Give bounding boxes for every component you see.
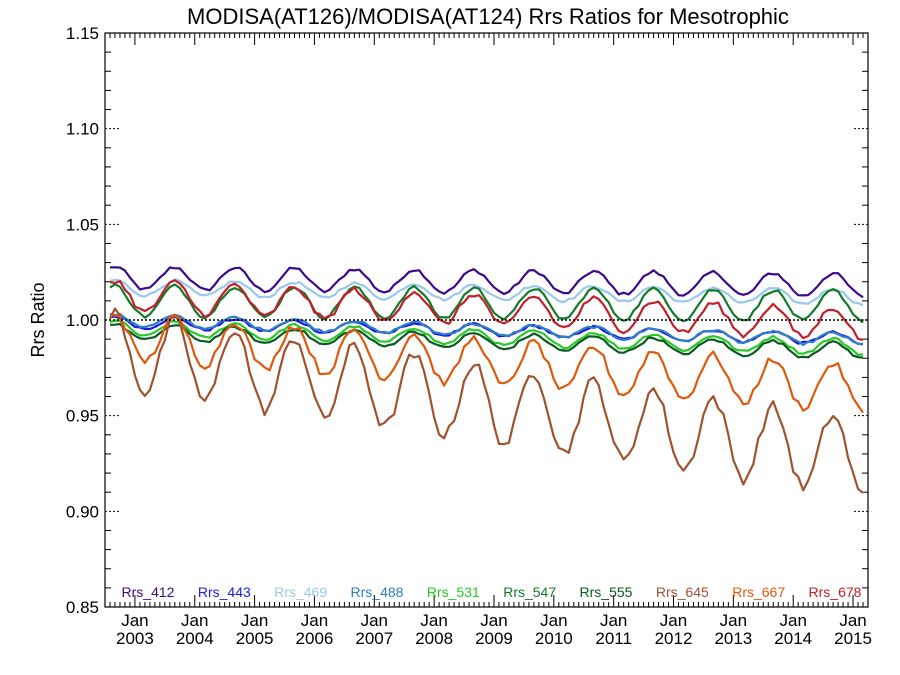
x-tick-month: Jan [181, 611, 208, 630]
x-tick-month: Jan [600, 611, 627, 630]
x-tick-year: 2012 [655, 629, 693, 648]
y-tick-label: 0.85 [66, 598, 99, 617]
series-line-rrs-678 [109, 279, 864, 341]
legend-item-rrs-678: Rrs_678 [809, 584, 862, 600]
x-tick-year: 2007 [355, 629, 393, 648]
x-tick-year: 2008 [415, 629, 453, 648]
series-line-rrs-547 [109, 283, 864, 324]
x-tick-month: Jan [720, 611, 747, 630]
series-line-rrs-469 [109, 278, 864, 307]
x-tick-month: Jan [540, 611, 567, 630]
x-axis: Jan2003Jan2004Jan2005Jan2006Jan2007Jan20… [109, 33, 872, 648]
x-tick-year: 2005 [236, 629, 274, 648]
legend-item-rrs-488: Rrs_488 [351, 584, 404, 600]
series-layer [109, 266, 864, 494]
x-tick-month: Jan [839, 611, 866, 630]
x-tick-month: Jan [361, 611, 388, 630]
y-tick-label: 1.05 [66, 215, 99, 234]
x-tick-month: Jan [121, 611, 148, 630]
series-line-rrs-645 [109, 307, 864, 494]
y-tick-label: 1.10 [66, 120, 99, 139]
legend-item-rrs-443: Rrs_443 [198, 584, 251, 600]
x-tick-month: Jan [420, 611, 447, 630]
series-line-rrs-667 [109, 314, 864, 414]
x-tick-month: Jan [241, 611, 268, 630]
y-tick-label: 0.95 [66, 407, 99, 426]
x-tick-month: Jan [301, 611, 328, 630]
legend-item-rrs-531: Rrs_531 [427, 584, 480, 600]
x-tick-month: Jan [480, 611, 507, 630]
series-line-rrs-555 [109, 322, 864, 359]
chart-title: MODISA(AT126)/MODISA(AT124) Rrs Ratios f… [187, 4, 789, 29]
x-tick-year: 2006 [296, 629, 334, 648]
legend-item-rrs-555: Rrs_555 [580, 584, 633, 600]
series-line-rrs-488 [109, 312, 864, 347]
legend-item-rrs-547: Rrs_547 [503, 584, 556, 600]
x-tick-year: 2003 [116, 629, 154, 648]
series-line-rrs-412 [109, 266, 864, 299]
x-tick-year: 2011 [595, 629, 632, 648]
x-tick-year: 2009 [475, 629, 513, 648]
x-tick-year: 2013 [714, 629, 752, 648]
x-tick-year: 2015 [834, 629, 872, 648]
y-tick-label: 0.90 [66, 502, 99, 521]
legend: Rrs_412 Rrs_443 Rrs_469 Rrs_488 Rrs_531 Rrs_5… [122, 584, 862, 600]
legend-item-rrs-469: Rrs_469 [274, 584, 327, 600]
x-tick-year: 2004 [176, 629, 214, 648]
x-tick-year: 2014 [774, 629, 812, 648]
y-tick-label: 1.00 [66, 311, 99, 330]
y-axis: 0.85 0.90 0.95 1.00 1.05 1.10 1.15 [66, 24, 868, 617]
x-tick-month: Jan [660, 611, 687, 630]
x-tick-year: 2010 [535, 629, 573, 648]
y-tick-label: 1.15 [66, 24, 99, 43]
legend-item-rrs-667: Rrs_667 [732, 584, 785, 600]
series-line-rrs-531 [109, 319, 864, 356]
y-axis-title: Rrs Ratio [28, 282, 48, 357]
x-tick-month: Jan [779, 611, 806, 630]
legend-item-rrs-645: Rrs_645 [656, 584, 709, 600]
legend-item-rrs-412: Rrs_412 [122, 584, 175, 600]
